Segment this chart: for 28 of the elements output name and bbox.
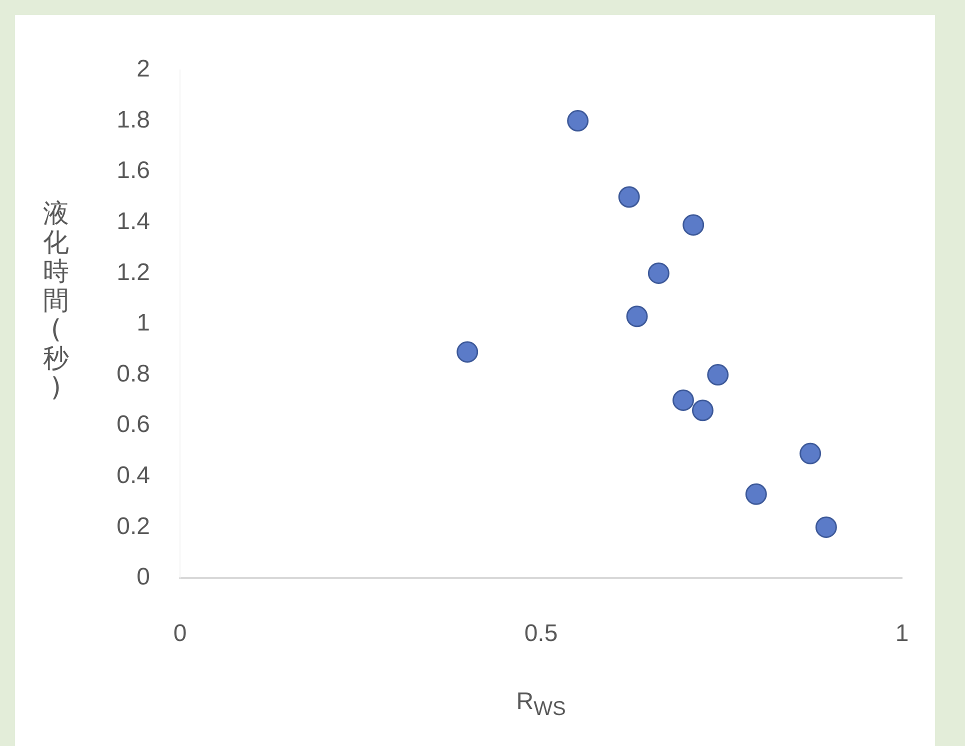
- y-tick-label: 0.6: [116, 411, 150, 438]
- y-tick-label: 0.4: [116, 462, 150, 490]
- point: [692, 400, 714, 422]
- y-tick-label: 0.2: [116, 512, 150, 540]
- y-tick-label: 1.8: [116, 106, 150, 134]
- x-tick-label: 1: [895, 620, 909, 648]
- x-tick-label: 0.5: [524, 620, 558, 648]
- y-tick-label: 1.2: [116, 258, 150, 286]
- point: [815, 516, 837, 538]
- y-tick-label: 1.4: [116, 208, 150, 236]
- y-tick-label: 0: [136, 564, 150, 591]
- y-tick-label: 1: [136, 310, 150, 337]
- point: [648, 262, 670, 284]
- point: [618, 186, 640, 208]
- y-axis-title: 液化時間(秒): [42, 199, 70, 403]
- point: [707, 364, 729, 386]
- point: [456, 341, 478, 363]
- y-tick-label: 2: [136, 56, 150, 83]
- y-tick-label: 0.8: [116, 360, 150, 388]
- x-tick-label: 0: [173, 620, 187, 648]
- point: [800, 442, 822, 464]
- point: [672, 389, 694, 411]
- x-axis-title: R$_{WS}$: [515, 688, 567, 721]
- point: [567, 110, 589, 132]
- y-tick-label: 1.6: [116, 157, 150, 184]
- point: [682, 214, 704, 236]
- point: [626, 306, 648, 328]
- point: [745, 483, 767, 505]
